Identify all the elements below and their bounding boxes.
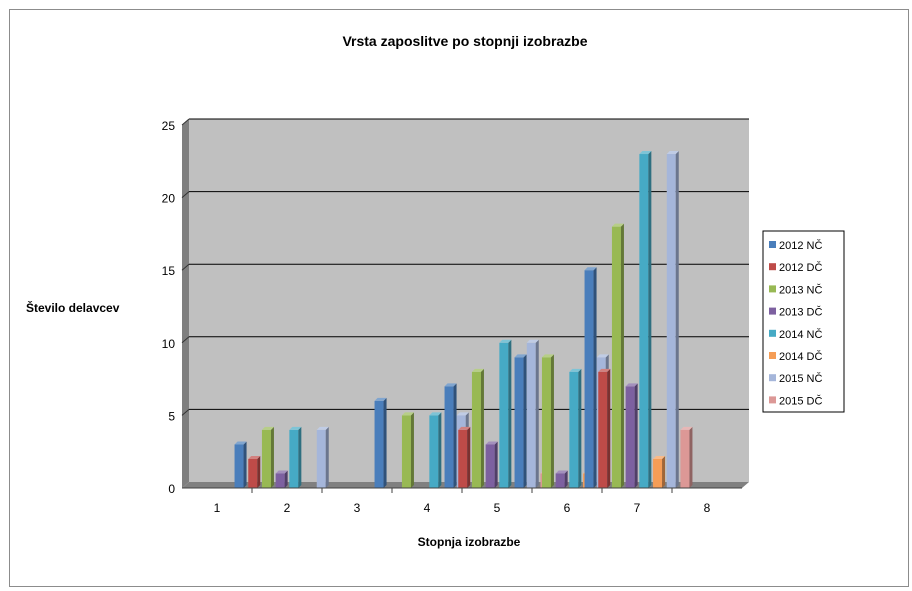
bar [555, 470, 568, 488]
gridline-side [181, 409, 190, 416]
x-tick-label: 3 [354, 501, 361, 515]
y-tick-label: 5 [168, 409, 175, 423]
bar [666, 151, 679, 489]
bar [611, 223, 624, 488]
bar [248, 455, 261, 488]
gridline-side [181, 263, 190, 271]
bar [526, 339, 539, 488]
bar [499, 339, 512, 488]
legend-label: 2015 DČ [779, 394, 822, 407]
legend-swatch [769, 241, 776, 248]
legend-item: 2012 DČ [769, 261, 822, 274]
y-tick-label: 25 [162, 119, 176, 133]
x-tick-label: 1 [214, 501, 221, 515]
legend-box [762, 230, 845, 413]
legend-swatch [769, 285, 776, 293]
legend-label: 2013 NČ [779, 283, 822, 296]
gridline-side [181, 336, 190, 344]
bar-chart: Vrsta zaposlitve po stopnji izobrazbe Št… [26, 33, 845, 549]
legend-label: 2015 NČ [779, 372, 822, 385]
x-tick-label: 7 [634, 501, 641, 515]
bar [680, 426, 693, 488]
bar [639, 151, 652, 489]
x-tick-label: 5 [494, 501, 501, 515]
bar [316, 426, 329, 488]
x-axis-label: Stopnja izobrazbe [418, 535, 521, 549]
gridline-side [181, 118, 190, 126]
bar [541, 354, 554, 488]
y-axis-label: Število delavcev [26, 300, 120, 315]
legend-swatch [769, 263, 776, 271]
bars [234, 151, 693, 489]
legend-swatch [769, 396, 776, 404]
legend-item: 2014 DČ [769, 350, 822, 363]
x-tick-label: 8 [704, 501, 711, 515]
chart-title: Vrsta zaposlitve po stopnji izobrazbe [342, 33, 587, 49]
legend-swatch [769, 307, 776, 315]
legend-item: 2015 NČ [769, 372, 822, 385]
bar [429, 412, 442, 488]
bar [261, 426, 274, 488]
x-tick-label: 2 [284, 501, 291, 515]
bar [584, 267, 597, 488]
legend-item: 2013 NČ [769, 283, 822, 296]
bar [444, 383, 457, 488]
plot-side-wall [182, 119, 189, 488]
legend-swatch [769, 374, 776, 382]
y-tick-label: 15 [162, 264, 176, 278]
plot-back-wall [189, 119, 749, 482]
legend-label: 2012 NČ [779, 239, 822, 252]
legend-swatch [769, 352, 776, 359]
legend-label: 2014 DČ [779, 350, 822, 363]
legend-item: 2013 DČ [769, 306, 822, 319]
bar [374, 397, 387, 488]
x-tick-label: 4 [424, 501, 431, 515]
y-tick-label: 10 [162, 337, 176, 351]
axes: 0 5 10 15 20 25 1 2 3 4 5 6 7 8 [162, 119, 742, 515]
bar [275, 470, 288, 488]
bar [401, 412, 414, 488]
bar [514, 354, 527, 488]
y-tick-label: 20 [162, 192, 176, 206]
gridlines [181, 118, 749, 416]
bar [471, 368, 484, 488]
bar [569, 368, 582, 488]
legend-label: 2012 DČ [779, 261, 822, 274]
bar [458, 426, 471, 488]
legend-label: 2014 NČ [779, 328, 822, 341]
bar [234, 441, 247, 488]
bar [598, 368, 611, 488]
legend-item: 2014 NČ [769, 328, 822, 341]
bar [653, 455, 666, 488]
legend-label: 2013 DČ [779, 306, 822, 319]
legend-item: 2015 DČ [769, 394, 822, 407]
y-tick-label: 0 [168, 482, 175, 496]
legend-item: 2012 NČ [769, 239, 822, 252]
bar [485, 441, 498, 488]
x-tick-label: 6 [564, 501, 571, 515]
legend: 2012 NČ 2012 DČ 2013 NČ 2013 DČ 2014 NČ 2014 … [762, 230, 845, 413]
bar [625, 383, 638, 488]
bar [289, 426, 302, 488]
legend-swatch [769, 329, 776, 337]
chart-frame: Vrsta zaposlitve po stopnji izobrazbe Št… [9, 9, 909, 587]
gridline-side [181, 191, 190, 198]
